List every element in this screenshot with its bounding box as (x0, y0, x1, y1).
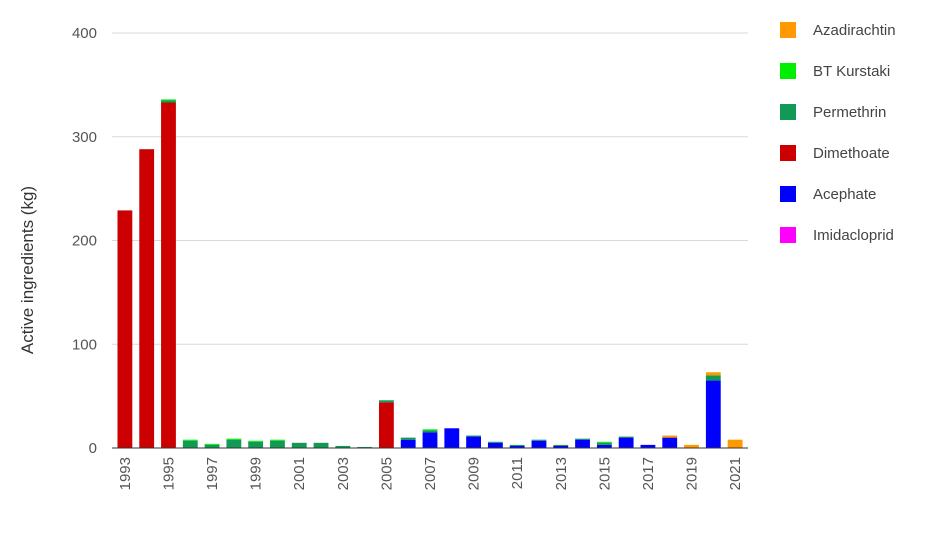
y-axis-ticks: 0 100 200 300 400 (72, 25, 97, 457)
bar-segment (466, 436, 481, 448)
bar-segment (226, 439, 242, 448)
bar-segment (139, 149, 155, 448)
legend: Azadirachtin BT Kurstaki Permethrin Dimetho… (780, 20, 896, 266)
bar-segment (204, 444, 220, 448)
legend-item: Azadirachtin (780, 20, 896, 40)
bar-segment (705, 372, 721, 376)
bar-segment (531, 439, 547, 441)
gridlines (112, 32, 748, 345)
legend-label: Dimethoate (813, 144, 890, 162)
bar-segment (684, 444, 699, 448)
bar-segment (662, 437, 678, 448)
bar-segment (357, 446, 373, 448)
x-tick-label: 1997 (204, 457, 221, 490)
legend-item: Imidacloprid (780, 225, 896, 245)
x-tick-label: 1993 (117, 457, 134, 490)
bar-segment (313, 442, 329, 448)
bar-segment (596, 442, 612, 445)
x-tick-label: 1995 (160, 457, 177, 490)
bar-segment (182, 439, 198, 441)
bar-segment (640, 444, 656, 448)
bar-segment (531, 440, 547, 448)
bar-segment (400, 439, 416, 448)
legend-swatch (780, 227, 796, 243)
legend-swatch (780, 145, 796, 161)
legend-item: Permethrin (780, 102, 896, 122)
x-axis-ticks: 1993 1995 1997 1999 2001 2003 2005 2007 2009 2011… (117, 457, 744, 490)
bar-segment (509, 445, 525, 448)
x-tick-label: 2003 (335, 457, 352, 490)
bar-segment (379, 402, 394, 448)
x-tick-label: 2013 (553, 457, 570, 490)
legend-swatch (780, 104, 796, 120)
y-tick-label: 400 (72, 25, 97, 42)
bar-segment (575, 438, 590, 440)
bar-segment (270, 439, 285, 441)
bar-segment (226, 438, 242, 440)
x-tick-label: 2019 (684, 457, 701, 490)
bar-segment (596, 444, 612, 448)
x-tick-label: 1999 (248, 457, 265, 490)
bars (117, 99, 743, 448)
bar-segment (596, 441, 612, 443)
legend-label: Permethrin (813, 103, 887, 121)
y-tick-label: 200 (72, 233, 97, 250)
legend-label: BT Kurstaki (813, 62, 891, 80)
x-tick-label: 2011 (509, 457, 526, 489)
bar-segment (248, 441, 264, 448)
bar-segment (270, 440, 285, 448)
legend-swatch (780, 22, 796, 38)
bar-segment (248, 440, 264, 442)
legend-swatch (780, 186, 796, 202)
bar-segment (444, 428, 460, 448)
bar-segment (291, 442, 307, 448)
bar-segment (422, 432, 438, 448)
y-axis-label: Active ingredients (kg) (18, 186, 37, 354)
bar-segment (662, 435, 678, 438)
bar-segment (553, 445, 569, 448)
bar-segment (466, 435, 481, 437)
y-tick-label: 0 (89, 440, 97, 457)
y-tick-label: 100 (72, 336, 97, 353)
bar-segment (117, 210, 133, 448)
bar-segment (487, 441, 503, 443)
bar-segment (161, 102, 176, 448)
bar-segment (204, 443, 220, 445)
bar-segment (422, 430, 438, 433)
x-tick-label: 2021 (727, 457, 744, 490)
x-tick-label: 2009 (466, 457, 483, 490)
bar-segment (618, 437, 634, 448)
bar-segment (335, 445, 351, 448)
x-tick-label: 2017 (640, 457, 657, 490)
bar-segment (487, 442, 503, 448)
bar-segment (161, 99, 176, 101)
bar-segment (575, 439, 590, 448)
legend-item: Acephate (780, 184, 896, 204)
legend-item: Dimethoate (780, 143, 896, 163)
x-tick-label: 2001 (291, 457, 308, 490)
bar-segment (727, 439, 743, 448)
bar-segment (400, 437, 416, 440)
bar-segment (379, 400, 394, 403)
bar-segment (509, 444, 525, 446)
y-tick-label: 300 (72, 129, 97, 146)
bar-segment (618, 436, 634, 438)
bar-segment (422, 429, 438, 431)
legend-label: Acephate (813, 185, 877, 203)
x-tick-label: 2005 (378, 457, 395, 490)
x-tick-label: 2015 (596, 457, 613, 490)
bar-segment (553, 444, 569, 446)
legend-swatch (780, 63, 796, 79)
legend-label: Azadirachtin (813, 21, 896, 39)
legend-label: Imidacloprid (813, 226, 894, 244)
legend-item: BT Kurstaki (780, 61, 896, 81)
x-tick-label: 2007 (422, 457, 439, 490)
bar-segment (705, 375, 721, 381)
bar-segment (705, 380, 721, 448)
bar-segment (161, 100, 176, 103)
bar-segment (182, 440, 198, 448)
